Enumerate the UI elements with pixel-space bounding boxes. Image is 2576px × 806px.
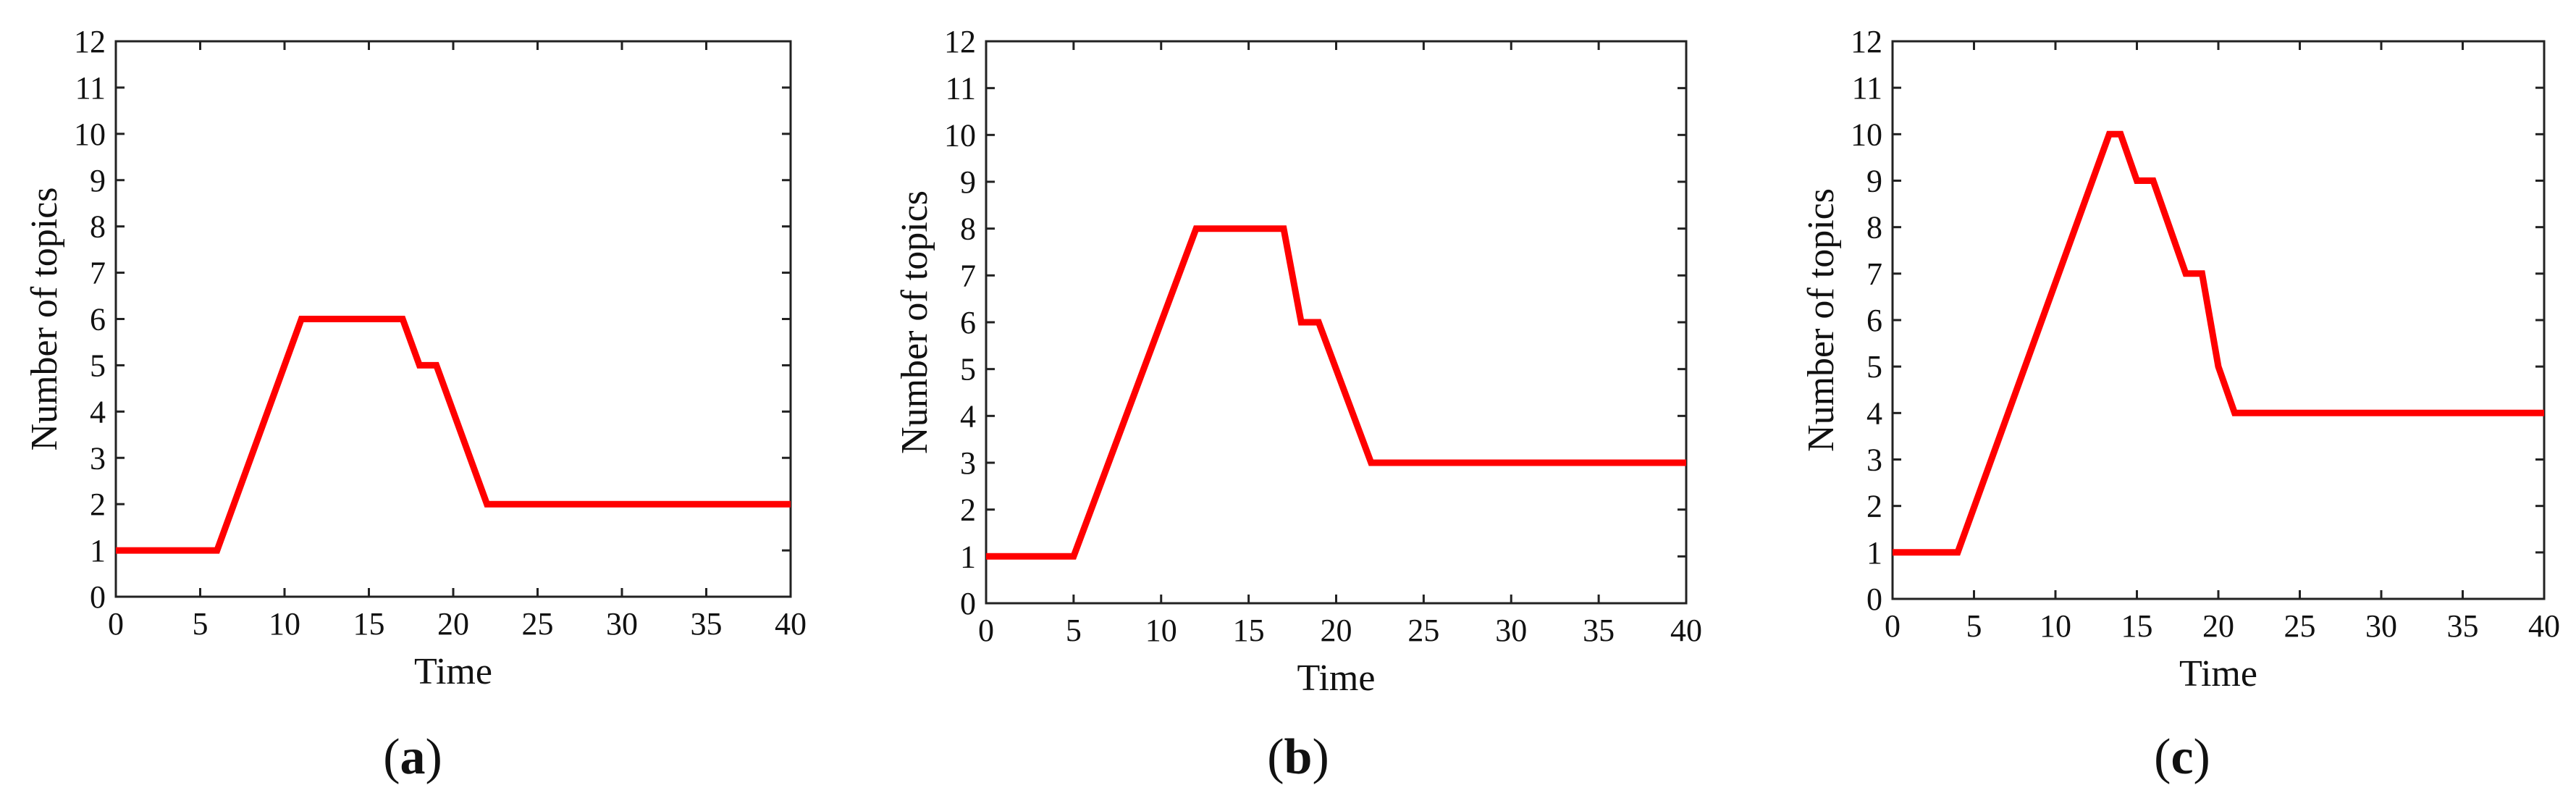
y-tick-label: 1 (1866, 535, 1882, 571)
y-tick-label: 5 (1866, 349, 1882, 385)
series-line-0 (1893, 130, 2544, 556)
x-axis-title: Time (1297, 658, 1376, 699)
x-tick-label: 35 (1583, 613, 1615, 648)
caption-close-paren: ) (2194, 729, 2210, 785)
y-tick-label: 7 (1866, 256, 1882, 292)
x-tick-label: 30 (1495, 613, 1527, 648)
x-tick-label: 0 (108, 606, 124, 642)
x-tick-label: 10 (269, 606, 300, 642)
y-tick-label: 0 (90, 579, 106, 615)
series-line-0 (986, 225, 1686, 560)
caption-close-paren: ) (1312, 729, 1329, 785)
x-tick-label: 0 (1885, 608, 1901, 644)
y-tick-label: 6 (960, 305, 976, 340)
x-tick-label: 20 (437, 606, 469, 642)
y-tick-label: 11 (75, 70, 106, 106)
panel-caption: (c) (2154, 729, 2210, 785)
caption-letter: c (2171, 729, 2193, 785)
y-tick-label: 3 (90, 440, 106, 476)
x-tick-label: 35 (2447, 608, 2479, 644)
y-tick-label: 6 (90, 302, 106, 337)
x-tick-label: 20 (1321, 613, 1352, 648)
x-tick-label: 15 (353, 606, 385, 642)
x-tick-label: 0 (978, 613, 994, 648)
x-tick-label: 25 (522, 606, 554, 642)
caption-close-paren: ) (426, 729, 442, 785)
y-tick-label: 12 (944, 24, 976, 59)
y-tick-label: 10 (944, 117, 976, 153)
x-tick-label: 15 (1233, 613, 1265, 648)
plot-area-frame (114, 40, 792, 598)
y-tick-label: 2 (90, 487, 106, 522)
y-tick-label: 12 (1851, 24, 1882, 59)
caption-open-paren: ( (2154, 729, 2171, 785)
y-tick-label: 5 (90, 348, 106, 383)
y-tick-label: 0 (960, 586, 976, 621)
x-tick-label: 35 (691, 606, 723, 642)
y-tick-label: 6 (1866, 303, 1882, 338)
y-tick-label: 9 (1866, 164, 1882, 199)
y-tick-label: 3 (960, 445, 976, 481)
caption-open-paren: ( (1267, 729, 1284, 785)
x-tick-label: 5 (1066, 613, 1082, 648)
caption-letter: a (400, 729, 426, 785)
y-axis-title: Number of topics (894, 190, 935, 454)
y-tick-label: 8 (960, 211, 976, 247)
x-tick-label: 40 (1670, 613, 1702, 648)
y-tick-label: 2 (960, 492, 976, 528)
x-tick-label: 10 (1145, 613, 1177, 648)
y-tick-label: 11 (946, 71, 976, 106)
y-axis-title: Number of topics (1801, 188, 1842, 452)
x-axis-title: Time (2179, 653, 2257, 694)
y-tick-label: 8 (1866, 210, 1882, 245)
x-tick-label: 5 (1966, 608, 1982, 644)
y-tick-label: 7 (90, 256, 106, 291)
y-tick-label: 4 (960, 398, 976, 434)
y-tick-label: 3 (1866, 442, 1882, 478)
y-tick-label: 10 (74, 117, 106, 152)
plot-area-frame (985, 40, 1688, 605)
x-tick-label: 40 (2528, 608, 2560, 644)
y-axis-title: Number of topics (24, 188, 65, 451)
y-tick-label: 12 (74, 24, 106, 59)
series-line-0 (116, 316, 791, 554)
y-tick-label: 4 (1866, 395, 1882, 431)
x-tick-label: 30 (606, 606, 638, 642)
y-tick-label: 0 (1866, 582, 1882, 617)
x-tick-label: 15 (2121, 608, 2153, 644)
y-tick-label: 9 (960, 164, 976, 200)
x-tick-label: 30 (2365, 608, 2397, 644)
x-axis-title: Time (414, 651, 492, 692)
x-tick-label: 40 (775, 606, 807, 642)
x-tick-label: 10 (2040, 608, 2071, 644)
y-tick-label: 10 (1851, 117, 1882, 152)
y-tick-label: 8 (90, 209, 106, 245)
y-tick-label: 5 (960, 352, 976, 387)
x-tick-label: 20 (2202, 608, 2234, 644)
y-tick-label: 11 (1852, 70, 1882, 106)
y-tick-label: 9 (90, 163, 106, 198)
caption-open-paren: ( (383, 729, 400, 785)
panel-caption: (a) (383, 729, 442, 785)
plot-area-frame (1891, 40, 2546, 600)
y-tick-label: 1 (90, 533, 106, 568)
y-tick-label: 7 (960, 258, 976, 293)
panel-caption: (b) (1267, 729, 1329, 785)
x-tick-label: 5 (193, 606, 209, 642)
y-tick-label: 1 (960, 539, 976, 574)
y-tick-label: 4 (90, 394, 106, 429)
x-tick-label: 25 (2284, 608, 2316, 644)
caption-letter: b (1284, 729, 1313, 785)
x-tick-label: 25 (1407, 613, 1439, 648)
y-tick-label: 2 (1866, 489, 1882, 524)
